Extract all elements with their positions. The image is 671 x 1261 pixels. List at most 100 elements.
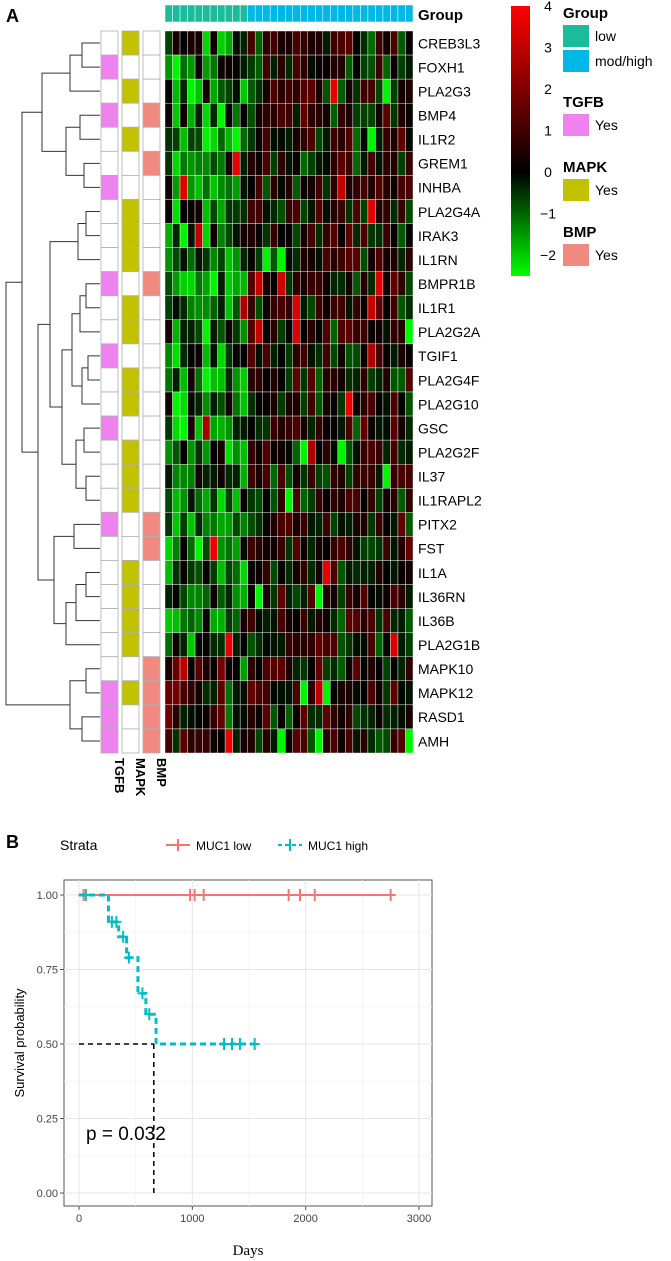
heatmap-cell — [187, 343, 196, 369]
heatmap-cell — [367, 728, 376, 754]
heatmap-cell — [307, 536, 316, 561]
heatmap-cell — [360, 536, 369, 561]
group-annotation-cell — [367, 4, 376, 23]
heatmap-cell — [390, 367, 399, 393]
heatmap-cell — [194, 512, 203, 537]
heatmap-cell — [187, 78, 196, 104]
heatmap-cell — [209, 78, 218, 104]
heatmap-cell — [330, 728, 339, 754]
heatmap-cell — [254, 343, 263, 369]
heatmap-cell — [397, 608, 406, 633]
annotation-cell-bmp — [142, 174, 161, 200]
heatmap-cell — [217, 102, 226, 128]
heatmap-cell — [224, 415, 233, 441]
p-value-label: p = 0.032 — [86, 1124, 166, 1145]
heatmap-cell — [360, 391, 369, 417]
heatmap-cell — [375, 680, 384, 706]
heatmap-cell — [254, 367, 263, 393]
heatmap-cell — [232, 391, 241, 417]
heatmap-cell — [247, 488, 256, 513]
heatmap-cell — [217, 343, 226, 369]
heatmap-cell — [232, 680, 241, 706]
heatmap-cell — [322, 512, 331, 537]
heatmap-cell — [277, 30, 286, 56]
heatmap-cell — [382, 680, 391, 706]
colorbar-tick-label: −2 — [540, 247, 556, 263]
heatmap-cell — [330, 295, 339, 321]
heatmap-cell — [360, 78, 369, 104]
heatmap-cell — [307, 439, 316, 465]
heatmap-cell — [367, 223, 376, 248]
heatmap-cell — [247, 632, 256, 657]
heatmap-cell — [239, 439, 248, 465]
heatmap-cell — [164, 319, 173, 345]
annotation-cell-mapk — [121, 30, 140, 56]
heatmap-cell — [390, 295, 399, 321]
heatmap-cell — [164, 175, 173, 200]
heatmap-cell — [292, 199, 301, 224]
heatmap-cell — [270, 78, 278, 104]
heatmap-cell — [209, 102, 218, 128]
heatmap-cell — [277, 608, 286, 633]
gene-label: IL1R1 — [418, 300, 456, 316]
heatmap-cell — [337, 488, 346, 513]
heatmap-cell — [232, 343, 241, 369]
heatmap-cell — [300, 704, 308, 730]
heatmap-cell — [307, 271, 316, 296]
heatmap-cell — [345, 367, 354, 393]
heatmap-cell — [262, 223, 271, 248]
gene-label: PLA2G1B — [418, 637, 480, 653]
annotation-cell-tgfb — [100, 343, 119, 369]
heatmap-cell — [397, 488, 406, 513]
annotation-cell-bmp — [142, 391, 161, 417]
heatmap-cell — [352, 319, 361, 345]
heatmap-cell — [179, 175, 188, 200]
heatmap-cell — [405, 488, 414, 513]
heatmap-cell — [179, 30, 188, 56]
heatmap-cell — [209, 488, 218, 513]
heatmap-cell — [224, 102, 233, 128]
heatmap-cell — [232, 319, 241, 345]
heatmap-cell — [270, 560, 278, 585]
heatmap-cell — [390, 247, 399, 272]
heatmap-cell — [382, 78, 391, 104]
heatmap-cell — [209, 223, 218, 248]
heatmap-cell — [247, 271, 256, 296]
heatmap-cell — [277, 343, 286, 369]
heatmap-cell — [337, 415, 346, 441]
annotation-cell-bmp — [142, 199, 161, 224]
heatmap-cell — [405, 584, 414, 609]
heatmap-cell — [224, 343, 233, 369]
heatmap-cell — [382, 127, 391, 152]
gene-label: IRAK3 — [418, 228, 459, 244]
heatmap-cell — [209, 199, 218, 224]
heatmap-cell — [360, 415, 369, 441]
heatmap-cell — [209, 30, 218, 56]
annotation-cell-bmp — [142, 223, 161, 249]
heatmap-cell — [292, 247, 301, 272]
annotation-cell-bmp — [142, 632, 161, 658]
heatmap-cell — [337, 102, 346, 128]
heatmap-cell — [202, 536, 211, 561]
heatmap-cell — [277, 295, 286, 321]
heatmap-cell — [300, 656, 308, 682]
heatmap-cell — [367, 488, 376, 513]
heatmap-cell — [239, 391, 248, 417]
heatmap-cell — [367, 584, 376, 609]
annotation-cell-mapk — [121, 704, 140, 730]
gene-label: BMP4 — [418, 108, 456, 124]
heatmap-cell — [330, 488, 339, 513]
heatmap-cell — [187, 488, 196, 513]
dendrogram-branch — [65, 602, 100, 646]
heatmap-cell — [239, 728, 248, 754]
heatmap-cell — [330, 343, 339, 369]
heatmap-cell — [232, 512, 241, 537]
heatmap-cell — [337, 439, 346, 465]
y-tick-label: 0.00 — [37, 1188, 58, 1200]
heatmap-cell — [254, 271, 263, 296]
group-annotation-cell — [247, 4, 256, 23]
heatmap-cell — [352, 728, 361, 754]
heatmap-cell — [405, 199, 414, 224]
heatmap-cell — [217, 728, 226, 754]
heatmap-cell — [367, 343, 376, 369]
